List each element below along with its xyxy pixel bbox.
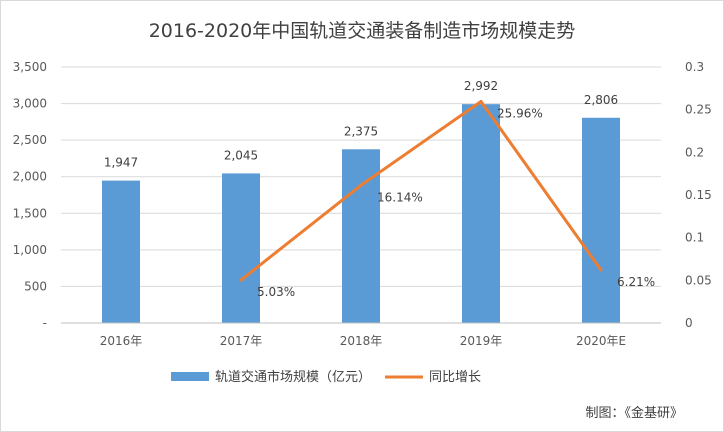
y-right-tick-label: 0.25 xyxy=(685,103,712,117)
x-tick-label: 2017年 xyxy=(220,334,263,348)
y-right-tick-label: 0.05 xyxy=(685,273,712,287)
legend-bar-swatch xyxy=(171,372,209,381)
growth-line xyxy=(240,99,603,282)
source-note: 制图：《金基研》 xyxy=(585,405,683,421)
growth-point xyxy=(479,99,483,103)
growth-point xyxy=(239,278,243,282)
y-left-tick-label: 2,500 xyxy=(13,133,47,147)
bar-value-label: 2,045 xyxy=(224,148,258,162)
growth-point xyxy=(359,183,363,187)
x-tick-label: 2018年 xyxy=(340,334,383,348)
line-series xyxy=(239,99,603,282)
bar-value-label: 2,992 xyxy=(464,79,498,93)
y-left-tick-label: 3,000 xyxy=(13,97,47,111)
growth-value-label: 25.96% xyxy=(497,106,543,120)
bar-value-label: 2,375 xyxy=(344,124,378,138)
axes: - 500 1,000 1,500 2,000 2,500 3,000 3,500 0 0.05 0… xyxy=(13,60,712,348)
growth-value-label: 5.03% xyxy=(257,285,295,299)
chart-title: 2016-2020年中国轨道交通装备制造市场规模走势 xyxy=(149,20,576,42)
y-right-tick-label: 0 xyxy=(685,316,693,330)
data-labels: 1,947 2,045 2,375 2,992 2,806 5.03% 16.14% 25.9… xyxy=(104,79,655,299)
y-left-tick-label: 500 xyxy=(24,279,47,293)
y-right-tick-label: 0.15 xyxy=(685,188,712,202)
x-tick-label: 2019年 xyxy=(460,334,503,348)
bar-value-label: 2,806 xyxy=(584,93,618,107)
bar-value-label: 1,947 xyxy=(104,156,138,170)
y-right-tick-label: 0.1 xyxy=(685,231,704,245)
bar xyxy=(582,117,620,324)
x-tick-label: 2016年 xyxy=(100,334,143,348)
x-tick-label: 2020年E xyxy=(576,334,626,348)
y-right-tick-label: 0.3 xyxy=(685,60,704,74)
legend: 轨道交通市场规模（亿元） 同比增长 xyxy=(171,369,481,385)
bar xyxy=(222,173,260,323)
legend-line-label: 同比增长 xyxy=(429,370,481,385)
legend-bar-label: 轨道交通市场规模（亿元） xyxy=(215,369,371,385)
growth-value-label: 16.14% xyxy=(377,190,423,204)
bar xyxy=(462,104,500,323)
y-left-tick-label: 2,000 xyxy=(13,170,47,184)
y-left-tick-label: 1,000 xyxy=(13,243,47,257)
y-left-tick-label: - xyxy=(43,316,47,330)
y-left-tick-label: 1,500 xyxy=(13,206,47,220)
y-left-tick-label: 3,500 xyxy=(13,60,47,74)
bar xyxy=(102,180,140,323)
growth-value-label: 6.21% xyxy=(617,275,655,289)
y-right-tick-label: 0.2 xyxy=(685,145,704,159)
bar-series xyxy=(102,104,620,324)
growth-point xyxy=(599,268,603,272)
